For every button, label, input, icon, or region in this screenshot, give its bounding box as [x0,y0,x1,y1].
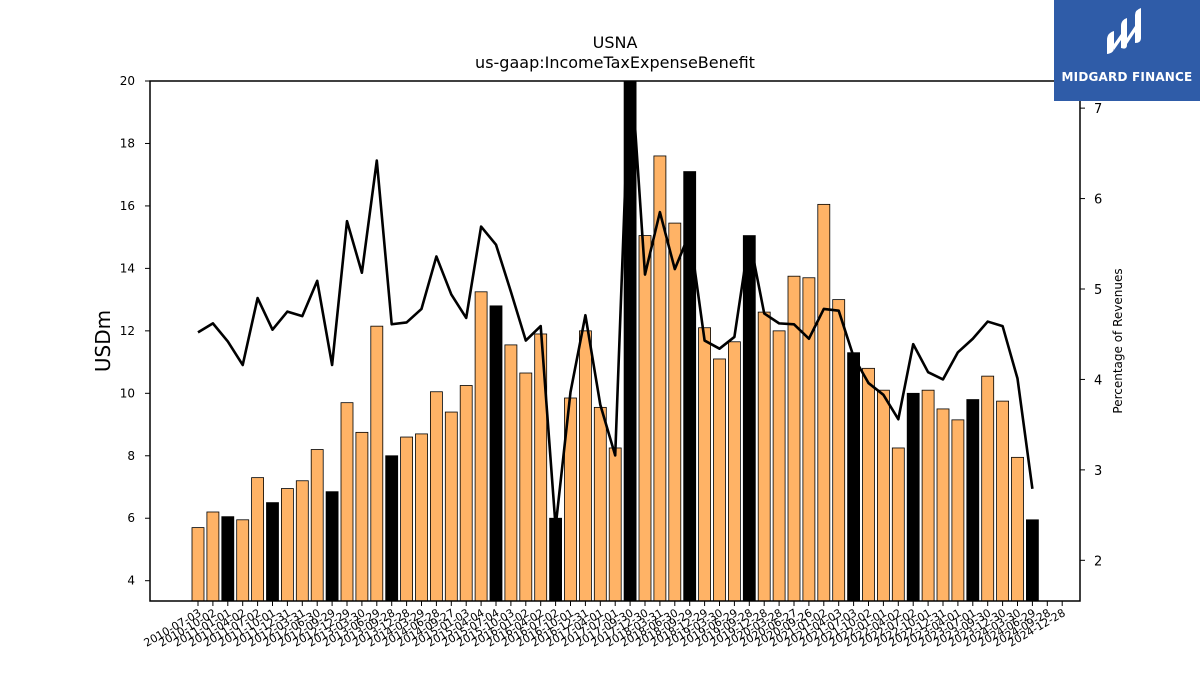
bar-2019-12-28 [757,311,771,601]
bar-2021-07-03 [847,352,860,601]
bar-2010-10-02 [206,511,220,601]
y-tick-label: 18 [120,136,135,150]
logo-mark-icon [1107,8,1141,54]
bar-2012-09-29 [325,491,339,601]
y-axis-left: 4 6 8 10 12 14 16 18 20 [120,74,150,588]
bar-2023-04-01 [951,419,965,601]
bar-2021-10-02 [862,367,875,601]
bar-2023-07-01 [966,399,980,601]
bar-2022-07-02 [906,392,920,601]
bar-2013-12-28 [400,436,414,601]
bar-2020-03-28 [772,330,786,601]
bar-2015-04-04 [474,291,488,601]
bar-2017-07-01 [608,447,622,601]
y-axis-right: 2 3 4 5 6 7 [1080,102,1102,569]
bar-2022-04-02 [891,447,905,601]
y2-tick-label: 2 [1094,554,1102,569]
bar-2018-03-31 [653,155,667,601]
bar-2022-10-01 [921,389,935,601]
y2-tick-label: 3 [1094,464,1102,479]
logo-name: MIDGARD FINANCE [1061,70,1193,84]
bar-2020-06-27 [787,275,801,601]
bar-2018-12-29 [698,327,711,601]
bar-2017-12-30 [638,235,652,601]
x-axis: 2010-07-032010-10-022011-01-012011-04-02… [142,601,1068,650]
percentage-line [197,81,1034,529]
bar-2023-12-30 [996,400,1009,601]
bar-2015-10-03 [504,344,518,601]
y2-tick-label: 5 [1094,283,1102,298]
bar-2017-04-01 [593,406,607,601]
bar-2016-01-02 [519,372,533,601]
bar-2019-03-30 [713,358,726,601]
bar-2014-03-29 [415,433,428,601]
bar-2024-03-30 [1011,456,1024,601]
bar-2021-01-02 [817,203,831,601]
bar-2012-12-29 [340,402,354,601]
bar-2020-09-26 [802,277,816,601]
bar-2015-07-04 [489,305,503,601]
y-tick-label: 20 [120,74,135,88]
bar-2018-09-29 [683,171,697,601]
bar-2011-04-02 [236,519,250,601]
bar-2013-06-29 [370,325,384,601]
bar-2018-06-30 [668,222,682,601]
y-tick-label: 6 [127,511,135,525]
y2-tick-label: 4 [1094,373,1102,388]
logo: MIDGARD FINANCE [1054,0,1200,101]
bar-2014-06-28 [429,391,443,601]
bar-2023-09-30 [981,375,995,601]
y-tick-label: 12 [120,324,135,338]
y-tick-label: 10 [120,386,135,400]
bar-2016-12-31 [579,330,592,601]
chart-subtitle: us-gaap:IncomeTaxExpenseBenefit [475,53,755,72]
y-axis-label: USDm [91,310,115,372]
bar-2019-09-28 [742,235,756,601]
bar-2011-07-02 [251,477,265,601]
chart-title: USNA [593,33,638,52]
bar-2015-01-03 [459,385,473,601]
line-series [197,81,1034,529]
bar-2017-09-30 [623,81,637,601]
bar-2022-01-01 [877,389,890,601]
y-tick-label: 4 [127,574,135,588]
bar-2019-06-29 [728,341,741,601]
y2-axis-label: Percentage of Revenues [1111,268,1125,413]
bar-2011-01-01 [221,516,235,601]
y-tick-label: 16 [120,199,135,213]
y-tick-label: 14 [120,261,135,275]
bar-series [191,81,1039,601]
bar-2021-04-03 [832,299,846,601]
bar-2014-09-27 [444,411,458,601]
bar-2024-06-29 [1026,519,1039,601]
bar-2013-03-30 [355,431,369,601]
y2-tick-label: 7 [1094,102,1102,117]
bar-2016-07-02 [549,517,562,601]
bar-2012-03-31 [295,480,309,601]
bar-2012-06-30 [310,449,324,601]
bar-2011-10-01 [266,502,279,601]
bar-2013-09-28 [385,455,399,601]
bar-2010-07-03 [191,527,205,601]
bar-2011-12-31 [280,488,294,601]
y-tick-label: 8 [127,449,135,463]
bar-2022-12-31 [936,408,950,601]
y2-tick-label: 6 [1094,193,1102,208]
